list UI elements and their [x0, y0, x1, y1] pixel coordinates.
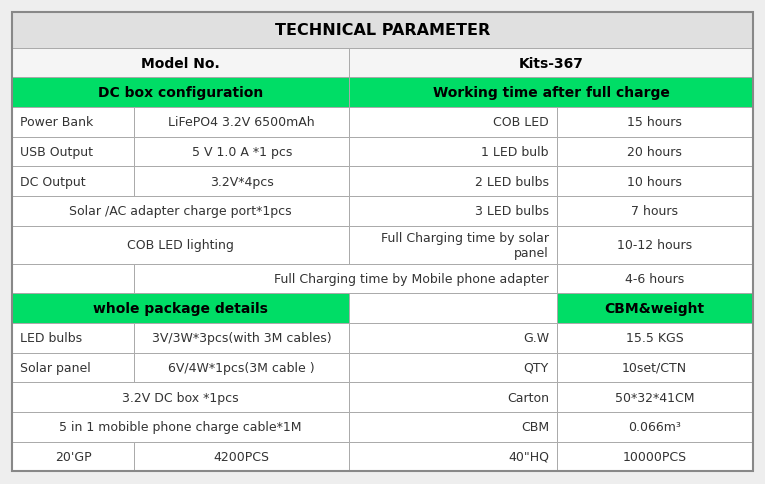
- Bar: [557, 323, 753, 353]
- Text: G.W: G.W: [522, 332, 549, 345]
- Bar: [349, 226, 557, 264]
- Bar: [557, 264, 753, 294]
- Bar: [557, 197, 753, 226]
- Text: Solar panel: Solar panel: [20, 361, 90, 374]
- Bar: [12, 294, 349, 323]
- Text: 3 LED bulbs: 3 LED bulbs: [475, 205, 549, 218]
- Bar: [557, 137, 753, 167]
- Bar: [349, 294, 557, 323]
- Bar: [557, 226, 753, 264]
- Text: 10set/CTN: 10set/CTN: [622, 361, 687, 374]
- Text: Model No.: Model No.: [142, 57, 220, 71]
- Bar: [12, 137, 135, 167]
- Text: 3.2V DC box *1pcs: 3.2V DC box *1pcs: [122, 391, 239, 404]
- Text: DC box configuration: DC box configuration: [98, 86, 263, 100]
- Text: 5 V 1.0 A *1 pcs: 5 V 1.0 A *1 pcs: [191, 146, 292, 159]
- Text: TECHNICAL PARAMETER: TECHNICAL PARAMETER: [275, 23, 490, 38]
- Text: 50*32*41CM: 50*32*41CM: [615, 391, 695, 404]
- Text: 3.2V*4pcs: 3.2V*4pcs: [210, 175, 274, 188]
- Text: 4-6 hours: 4-6 hours: [625, 272, 685, 286]
- Text: Full Charging time by solar
panel: Full Charging time by solar panel: [381, 231, 549, 259]
- Bar: [349, 78, 753, 108]
- Bar: [12, 382, 349, 412]
- Bar: [12, 108, 135, 137]
- Bar: [135, 264, 557, 294]
- Text: 10000PCS: 10000PCS: [623, 450, 687, 463]
- Bar: [12, 264, 135, 294]
- Bar: [12, 323, 135, 353]
- Text: 5 in 1 mobible phone charge cable*1M: 5 in 1 mobible phone charge cable*1M: [60, 421, 302, 433]
- Bar: [349, 323, 557, 353]
- Text: 20 hours: 20 hours: [627, 146, 682, 159]
- Bar: [12, 197, 349, 226]
- Text: Carton: Carton: [507, 391, 549, 404]
- Text: 40"HQ: 40"HQ: [508, 450, 549, 463]
- Bar: [557, 412, 753, 442]
- Text: LiFePO4 3.2V 6500mAh: LiFePO4 3.2V 6500mAh: [168, 116, 315, 129]
- Bar: [349, 442, 557, 471]
- Bar: [135, 442, 349, 471]
- Bar: [12, 78, 349, 108]
- Bar: [349, 108, 557, 137]
- Bar: [135, 323, 349, 353]
- Text: 20'GP: 20'GP: [55, 450, 92, 463]
- Bar: [349, 412, 557, 442]
- Bar: [349, 167, 557, 197]
- Bar: [557, 382, 753, 412]
- Text: 2 LED bulbs: 2 LED bulbs: [475, 175, 549, 188]
- Bar: [557, 294, 753, 323]
- Bar: [12, 353, 135, 382]
- Text: Solar /AC adapter charge port*1pcs: Solar /AC adapter charge port*1pcs: [70, 205, 292, 218]
- Bar: [12, 13, 753, 49]
- Bar: [557, 108, 753, 137]
- Bar: [12, 167, 135, 197]
- Bar: [135, 108, 349, 137]
- Text: USB Output: USB Output: [20, 146, 93, 159]
- Text: whole package details: whole package details: [93, 302, 268, 316]
- Bar: [349, 197, 557, 226]
- Text: 15 hours: 15 hours: [627, 116, 682, 129]
- Text: QTY: QTY: [524, 361, 549, 374]
- Bar: [135, 353, 349, 382]
- Text: 10-12 hours: 10-12 hours: [617, 239, 692, 252]
- Text: COB LED: COB LED: [493, 116, 549, 129]
- Text: LED bulbs: LED bulbs: [20, 332, 82, 345]
- Text: 0.066m³: 0.066m³: [628, 421, 681, 433]
- Text: 3V/3W*3pcs(with 3M cables): 3V/3W*3pcs(with 3M cables): [152, 332, 331, 345]
- Text: Full Charging time by Mobile phone adapter: Full Charging time by Mobile phone adapt…: [275, 272, 549, 286]
- Text: DC Output: DC Output: [20, 175, 86, 188]
- Text: 1 LED bulb: 1 LED bulb: [481, 146, 549, 159]
- Bar: [557, 167, 753, 197]
- Text: 4200PCS: 4200PCS: [213, 450, 270, 463]
- Text: 6V/4W*1pcs(3M cable ): 6V/4W*1pcs(3M cable ): [168, 361, 315, 374]
- Bar: [135, 167, 349, 197]
- Bar: [557, 442, 753, 471]
- Bar: [135, 137, 349, 167]
- Text: CBM: CBM: [521, 421, 549, 433]
- Bar: [12, 49, 349, 78]
- Text: 7 hours: 7 hours: [631, 205, 679, 218]
- Bar: [557, 353, 753, 382]
- Bar: [349, 137, 557, 167]
- Bar: [12, 442, 135, 471]
- Bar: [349, 382, 557, 412]
- Text: Kits-367: Kits-367: [519, 57, 584, 71]
- Text: Working time after full charge: Working time after full charge: [432, 86, 669, 100]
- Bar: [12, 226, 349, 264]
- Bar: [349, 49, 753, 78]
- Text: COB LED lighting: COB LED lighting: [127, 239, 234, 252]
- Text: CBM&weight: CBM&weight: [604, 302, 705, 316]
- Bar: [349, 353, 557, 382]
- Text: 15.5 KGS: 15.5 KGS: [626, 332, 684, 345]
- Text: Power Bank: Power Bank: [20, 116, 93, 129]
- Text: 10 hours: 10 hours: [627, 175, 682, 188]
- Bar: [12, 412, 349, 442]
